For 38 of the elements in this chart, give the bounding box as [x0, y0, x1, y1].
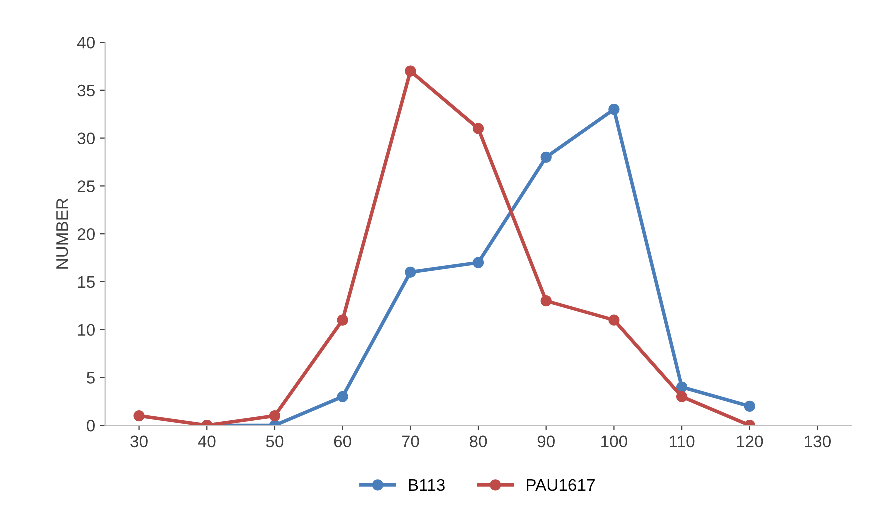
legend-label: PAU1617 [527, 479, 595, 492]
y-axis-title: NUMBER [56, 198, 68, 269]
x-tick-label: 60 [334, 436, 352, 448]
point [269, 410, 281, 422]
x-tick-label: 80 [470, 436, 488, 448]
x-tick-label: 50 [266, 436, 284, 448]
y-tick-label: 20 [78, 228, 95, 240]
x-tick-label: 120 [737, 436, 764, 448]
y-tick-label: 15 [78, 276, 95, 288]
x-tick-label: 90 [538, 436, 555, 448]
x-tick-label: 30 [130, 436, 148, 448]
y-tick-label: 5 [87, 372, 95, 384]
y-tick-label: 10 [78, 324, 95, 336]
point [744, 400, 756, 412]
legend-label: B113 [409, 479, 445, 492]
y-tick-label: 25 [78, 180, 95, 192]
x-tick-label: 110 [670, 436, 695, 448]
point [337, 391, 348, 402]
x-tick-label: 40 [198, 436, 216, 448]
point [540, 296, 552, 307]
point [405, 266, 416, 278]
y-tick-label: 40 [77, 36, 95, 49]
point [676, 382, 688, 393]
x-tick-label: 100 [602, 436, 628, 448]
point [472, 123, 484, 134]
x-tick-label: 70 [402, 436, 420, 448]
point [608, 104, 620, 116]
x-tick-label: 130 [805, 436, 831, 448]
y-tick-label: 35 [78, 84, 95, 97]
y-tick-label: 0 [87, 420, 95, 432]
point [472, 257, 484, 268]
y-tick-label: 30 [78, 132, 95, 145]
point [540, 152, 552, 164]
point [134, 410, 145, 422]
point [337, 314, 348, 326]
point [405, 66, 416, 77]
point [676, 391, 688, 402]
point [608, 314, 620, 326]
